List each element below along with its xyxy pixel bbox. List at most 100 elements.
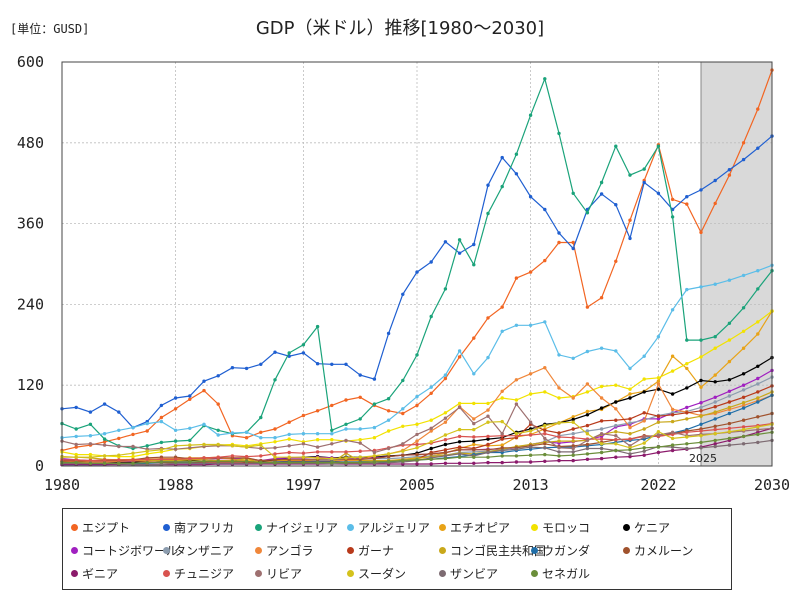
legend-label: ガーナ <box>358 544 395 558</box>
data-point <box>685 411 689 415</box>
data-point <box>259 446 263 451</box>
data-point <box>741 442 746 446</box>
legend-label: セネガル <box>542 567 591 581</box>
unit-label: [単位：GUSD] <box>10 22 90 36</box>
data-point <box>287 437 291 441</box>
data-point <box>401 407 405 411</box>
data-point <box>670 407 675 412</box>
data-point <box>557 353 561 357</box>
data-point <box>756 390 760 394</box>
data-point <box>585 413 590 417</box>
data-point <box>315 324 320 329</box>
data-point <box>685 362 689 366</box>
data-point <box>713 417 717 421</box>
data-point <box>315 450 320 454</box>
data-point <box>358 460 362 465</box>
data-point <box>670 443 675 447</box>
data-point <box>415 353 419 357</box>
data-point <box>486 434 490 439</box>
data-point <box>557 439 561 443</box>
data-point <box>500 389 504 393</box>
data-point <box>571 191 575 195</box>
data-point <box>713 438 717 443</box>
data-point <box>301 432 306 436</box>
legend-item: エチオピア <box>439 519 531 536</box>
data-point <box>642 446 646 450</box>
data-point <box>159 457 164 461</box>
data-point <box>145 421 149 426</box>
data-point <box>216 455 220 459</box>
data-point <box>713 178 717 183</box>
legend-marker <box>531 547 538 554</box>
data-point <box>401 442 405 446</box>
data-point <box>259 415 263 420</box>
legend-marker <box>439 547 446 554</box>
data-point <box>429 440 433 444</box>
data-point <box>642 411 646 415</box>
data-point <box>102 461 107 465</box>
data-point <box>727 430 732 434</box>
data-point <box>543 258 547 263</box>
data-point <box>88 422 93 426</box>
data-point <box>514 378 519 382</box>
data-point <box>741 427 746 432</box>
data-point <box>571 453 575 457</box>
data-point <box>88 461 93 465</box>
data-point <box>713 444 717 449</box>
data-point <box>74 405 78 410</box>
data-point <box>315 460 320 465</box>
legend-marker <box>347 547 354 554</box>
data-point <box>699 422 703 426</box>
data-point <box>571 417 575 422</box>
data-point <box>628 437 632 441</box>
data-point <box>472 263 476 267</box>
data-point <box>628 392 632 396</box>
data-point <box>415 458 419 462</box>
data-point <box>614 400 618 404</box>
data-point <box>727 168 732 172</box>
data-point <box>230 444 235 448</box>
data-point <box>699 409 703 413</box>
data-point <box>216 402 220 406</box>
data-point <box>88 455 93 459</box>
data-point <box>727 426 732 430</box>
data-point <box>159 448 164 452</box>
data-point <box>173 457 178 461</box>
data-point <box>713 410 717 414</box>
data-point <box>585 211 590 215</box>
data-point <box>131 451 135 455</box>
data-point <box>202 379 206 383</box>
data-point <box>330 442 334 446</box>
data-point <box>599 450 604 455</box>
data-point <box>685 195 689 199</box>
data-point <box>472 442 476 447</box>
data-point <box>713 395 717 399</box>
data-point <box>301 455 306 459</box>
data-point <box>486 183 490 187</box>
data-point <box>131 444 135 449</box>
data-point <box>571 420 575 424</box>
data-point <box>287 450 291 455</box>
data-point <box>117 453 121 457</box>
data-point <box>628 236 632 241</box>
y-tick-label: 480 <box>17 134 44 152</box>
data-point <box>628 387 632 391</box>
data-point <box>543 446 547 450</box>
data-point <box>599 396 604 400</box>
data-point <box>173 460 178 464</box>
data-point <box>543 207 547 212</box>
data-point <box>145 452 149 456</box>
data-point <box>656 382 661 386</box>
data-point <box>713 432 717 436</box>
data-point <box>741 425 746 429</box>
data-point <box>486 401 490 406</box>
data-point <box>699 338 703 342</box>
data-point <box>599 456 604 461</box>
data-point <box>159 460 164 464</box>
data-point <box>756 269 760 273</box>
legend-item: ウガンダ <box>531 542 623 559</box>
data-point <box>457 452 462 456</box>
data-point <box>486 450 490 455</box>
data-point <box>642 441 646 445</box>
legend-marker <box>71 570 78 577</box>
